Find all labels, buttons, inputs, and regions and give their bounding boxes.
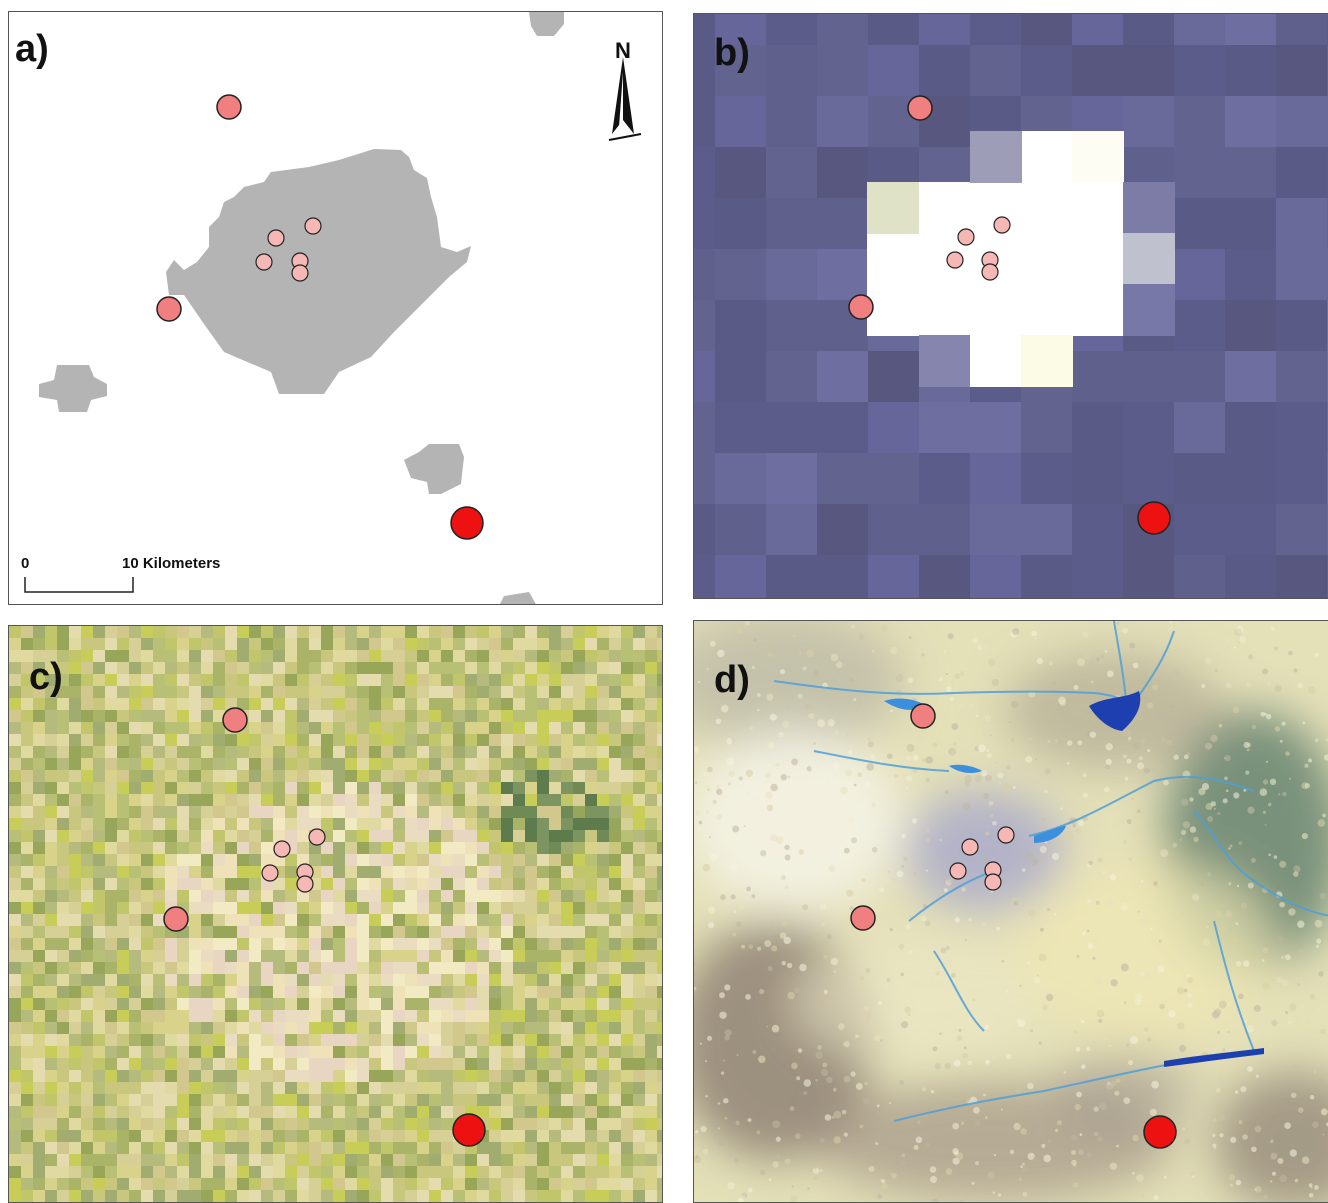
panel-label-b: b) xyxy=(714,32,750,74)
panel-d-map: d) xyxy=(693,620,1328,1203)
small-site xyxy=(981,263,999,281)
site-markers-c xyxy=(163,707,486,1147)
medium-site-west xyxy=(848,294,874,320)
medium-site-north xyxy=(216,94,242,120)
north-arrow-label: N xyxy=(615,38,631,63)
small-site xyxy=(997,826,1015,844)
small-site xyxy=(993,216,1011,234)
large-site-south xyxy=(452,1113,486,1147)
terrain-speckle xyxy=(694,621,1328,1202)
large-site-south xyxy=(1143,1115,1177,1149)
site-markers-b xyxy=(848,95,1171,535)
panel-label-c: c) xyxy=(29,656,63,698)
medium-site-west xyxy=(163,906,189,932)
small-site xyxy=(984,873,1002,891)
site-markers-d xyxy=(850,703,1177,1149)
site-markers-a xyxy=(156,94,484,540)
bottom-urban-area xyxy=(500,592,536,604)
small-site xyxy=(291,264,309,282)
large-site-south xyxy=(1137,501,1171,535)
main-urban-area xyxy=(166,149,471,394)
water-bodies xyxy=(884,691,1264,1067)
panel-b-canvas xyxy=(694,14,1328,598)
panel-b-map: b) xyxy=(693,13,1328,599)
small-site xyxy=(949,862,967,880)
small-site xyxy=(261,864,279,882)
small-site xyxy=(946,251,964,269)
medium-site-north xyxy=(907,95,933,121)
small-site xyxy=(273,840,291,858)
panel-c-map: c) xyxy=(8,625,663,1203)
medium-site-west xyxy=(156,296,182,322)
panel-d-canvas xyxy=(694,621,1328,1202)
west-urban-area xyxy=(39,365,107,412)
panel-a-canvas: N 0 10 Kilometers xyxy=(21,12,642,604)
medium-site-north xyxy=(222,707,248,733)
large-site-south xyxy=(450,506,484,540)
small-site xyxy=(957,228,975,246)
urban-areas xyxy=(39,12,564,604)
small-site xyxy=(961,838,979,856)
terrain-texture xyxy=(694,621,1328,1202)
small-site xyxy=(255,253,273,271)
bright-urban-block xyxy=(867,131,1175,387)
panel-a-map: a) N 0 10 Kilometers xyxy=(8,11,663,605)
small-site xyxy=(267,229,285,247)
medium-site-west xyxy=(850,905,876,931)
panel-label-d: d) xyxy=(714,659,750,701)
small-site xyxy=(308,828,326,846)
scale-bar-end: 10 Kilometers xyxy=(122,555,220,572)
north-arrow-icon: N xyxy=(608,38,642,141)
scale-bar: 0 10 Kilometers xyxy=(21,555,220,593)
south-urban-area xyxy=(404,444,464,494)
raster-grid-c xyxy=(9,626,662,1202)
panel-label-a: a) xyxy=(15,28,49,70)
small-site xyxy=(304,217,322,235)
small-site xyxy=(296,875,314,893)
scale-bar-zero: 0 xyxy=(21,555,29,572)
panel-c-canvas xyxy=(9,626,662,1202)
medium-site-north xyxy=(910,703,936,729)
top-urban-area xyxy=(529,12,564,36)
